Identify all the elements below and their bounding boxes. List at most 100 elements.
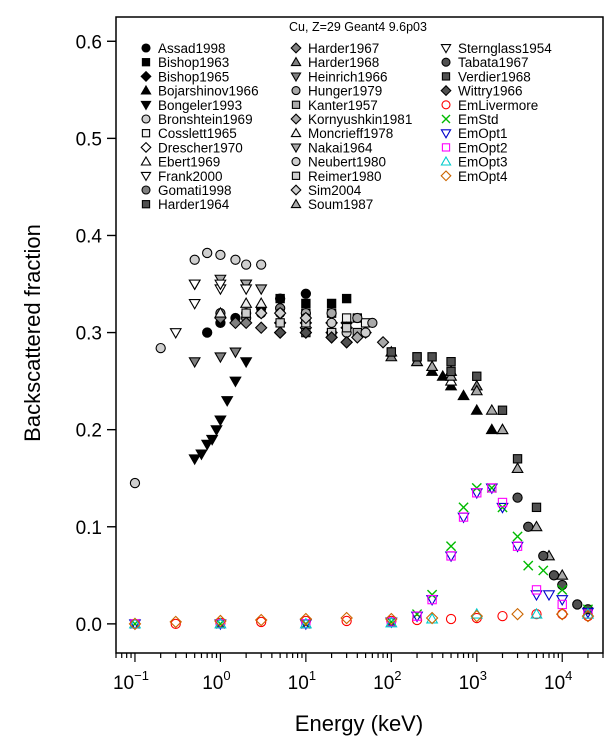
data-point xyxy=(254,306,268,320)
legend-label: Hunger1979 xyxy=(308,84,382,99)
data-point xyxy=(445,613,457,625)
series-sternglass1954 xyxy=(188,279,253,296)
data-point xyxy=(555,568,569,580)
data-point xyxy=(512,492,523,503)
legend-marker xyxy=(440,155,452,166)
legend-entry: Soum1987 xyxy=(290,197,373,212)
data-point xyxy=(446,357,456,367)
series-bongeler1993 xyxy=(188,357,253,466)
data-point xyxy=(412,611,422,621)
legend-entry: Kanter1957 xyxy=(291,98,378,113)
legend-marker xyxy=(140,155,152,166)
legend-label: Kanter1957 xyxy=(308,98,378,113)
legend-entry: Neubert1980 xyxy=(291,155,386,170)
data-point xyxy=(202,247,213,259)
data-point xyxy=(470,609,484,623)
legend-entry: Tabata1967 xyxy=(441,55,529,70)
legend-marker xyxy=(441,100,451,110)
data-point xyxy=(239,297,253,308)
legend-marker xyxy=(290,184,302,196)
data-point xyxy=(300,288,312,299)
data-point xyxy=(239,316,253,330)
series-bishop1963 xyxy=(275,293,352,309)
legend-label: Bronshtein1969 xyxy=(158,112,253,127)
legend-entry: Bojarshinov1966 xyxy=(140,84,259,99)
x-tick-label: 102 xyxy=(373,668,401,694)
data-point xyxy=(299,612,313,626)
legend-marker xyxy=(141,129,151,138)
legend-label: Kornyushkin1981 xyxy=(308,112,412,127)
data-point xyxy=(523,521,534,532)
legend-label: Nakai1964 xyxy=(308,140,373,155)
x-tick-label: 104 xyxy=(544,668,572,694)
data-point xyxy=(214,614,227,628)
data-point xyxy=(427,594,437,605)
data-point xyxy=(299,617,313,629)
x-tick-label: 10−1 xyxy=(113,668,149,694)
data-point xyxy=(301,298,311,309)
data-point xyxy=(457,389,470,401)
legend-label: Gomati1998 xyxy=(158,183,232,198)
data-point xyxy=(275,293,285,304)
data-point xyxy=(496,423,509,435)
data-point xyxy=(548,570,560,581)
legend-entry: Wittry1966 xyxy=(440,84,523,99)
y-tick-label: 0.2 xyxy=(76,421,102,442)
legend-label: Neubert1980 xyxy=(308,155,386,170)
x-tick-label: 103 xyxy=(459,668,487,694)
series-bronshtein1969 xyxy=(129,247,267,489)
data-point xyxy=(220,396,234,407)
legend-entry: Cosslett1965 xyxy=(141,126,237,141)
data-point xyxy=(538,565,549,576)
data-point xyxy=(169,615,183,629)
y-tick-label: 0.4 xyxy=(76,226,103,247)
data-point xyxy=(273,306,287,320)
data-point xyxy=(326,308,337,319)
data-point xyxy=(367,317,378,329)
data-point xyxy=(530,520,543,532)
series-tabata1967 xyxy=(512,492,594,615)
legend-marker xyxy=(440,129,452,139)
y-tick-label: 0.3 xyxy=(76,324,102,345)
legend-entry: Verdier1968 xyxy=(441,69,531,84)
y-tick-label: 0.5 xyxy=(76,129,102,150)
data-point xyxy=(485,403,499,415)
data-point xyxy=(386,616,397,628)
data-point xyxy=(188,357,201,369)
data-point xyxy=(325,331,338,344)
legend-marker xyxy=(290,143,302,154)
data-point xyxy=(229,316,242,330)
legend-entry: Bronshtein1969 xyxy=(141,112,253,127)
legend-entry: EmOpt3 xyxy=(440,155,508,170)
series-wittry1966 xyxy=(273,326,353,349)
legend-entry: Kornyushkin1981 xyxy=(290,112,412,127)
legend-marker xyxy=(140,100,152,111)
legend-label: Harder1968 xyxy=(308,55,379,70)
legend-marker xyxy=(291,86,301,96)
data-point xyxy=(229,347,242,359)
data-point xyxy=(326,317,337,329)
data-point xyxy=(215,249,226,261)
data-point xyxy=(254,613,268,627)
data-point xyxy=(496,502,509,514)
legend-entry: Bishop1963 xyxy=(141,55,229,70)
legend-label: Drescher1970 xyxy=(158,140,243,155)
legend-marker xyxy=(291,100,301,109)
data-point xyxy=(485,423,499,435)
data-point xyxy=(497,610,508,622)
legend-marker xyxy=(440,85,452,97)
data-point xyxy=(458,512,469,522)
x-tick-label: 101 xyxy=(288,668,316,694)
series-emopt4 xyxy=(128,607,595,631)
legend-label: Heinrich1966 xyxy=(308,69,388,84)
chart-title: Cu, Z=29 Geant4 9.6p03 xyxy=(289,20,427,34)
legend-marker xyxy=(140,141,152,153)
legend-marker xyxy=(291,157,301,167)
data-point xyxy=(411,609,423,620)
legend-marker xyxy=(140,70,152,82)
legend-entry: EmOpt1 xyxy=(440,126,508,141)
legend-entry: Harder1968 xyxy=(290,55,379,70)
legend-marker xyxy=(141,114,151,124)
legend-entry: EmLivermore xyxy=(441,98,538,113)
legend-entry: EmOpt4 xyxy=(440,169,508,184)
